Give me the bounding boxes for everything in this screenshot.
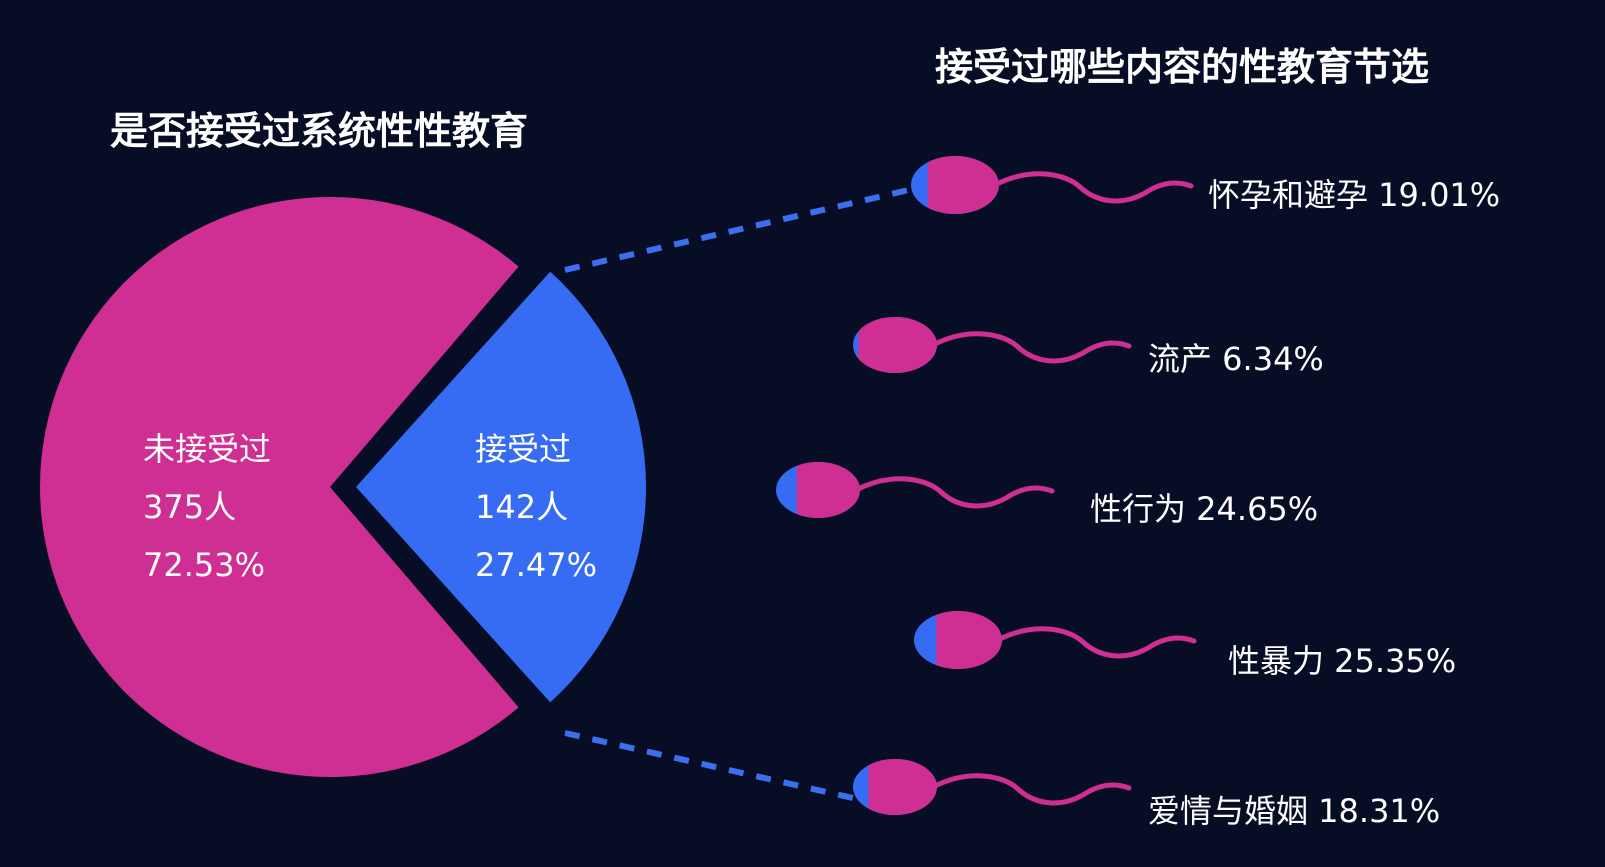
sperm-head-share	[927, 156, 999, 214]
connector-line-bottom	[564, 730, 876, 806]
pie-percent-not-received: 72.53%	[143, 546, 265, 584]
pie-percent-received: 27.47%	[475, 546, 597, 584]
topic-label-sexual-violence: 性暴力 25.35%	[1228, 642, 1456, 680]
sperm-tail	[930, 331, 1132, 364]
sperm-tail	[995, 626, 1197, 659]
sperm-icon-love-marriage	[853, 759, 1132, 815]
sperm-icon-sexual-behavior	[776, 462, 1055, 518]
sperm-head-share	[858, 317, 937, 373]
sperm-icon-pregnancy-contraception	[911, 156, 1194, 214]
pie-count-received: 142人	[475, 488, 568, 526]
pie-slice-received	[356, 271, 647, 703]
topic-label-sexual-behavior: 性行为 24.65%	[1090, 490, 1318, 528]
pie-label-received: 接受过	[475, 430, 571, 468]
sperm-head-share	[796, 462, 860, 518]
sperm-head-share	[936, 611, 1002, 669]
topic-label-love-marriage: 爱情与婚姻 18.31%	[1148, 792, 1440, 830]
sperm-icon-abortion	[853, 317, 1132, 373]
pie-count-not-received: 375人	[143, 488, 236, 526]
sperm-tail	[853, 476, 1055, 509]
sperm-head-share	[868, 759, 937, 815]
sperm-tail	[930, 773, 1132, 806]
left-title: 是否接受过系统性性教育	[110, 109, 528, 153]
connector-line-top	[564, 182, 931, 273]
right-title: 接受过哪些内容的性教育节选	[935, 45, 1429, 89]
pie-label-not-received: 未接受过	[143, 430, 271, 468]
pie-slice-not-received	[40, 196, 519, 777]
sperm-tail	[992, 171, 1194, 204]
topic-label-abortion: 流产 6.34%	[1148, 340, 1324, 378]
sperm-icon-sexual-violence	[914, 611, 1197, 669]
topic-label-pregnancy-contraception: 怀孕和避孕 19.01%	[1208, 176, 1500, 214]
